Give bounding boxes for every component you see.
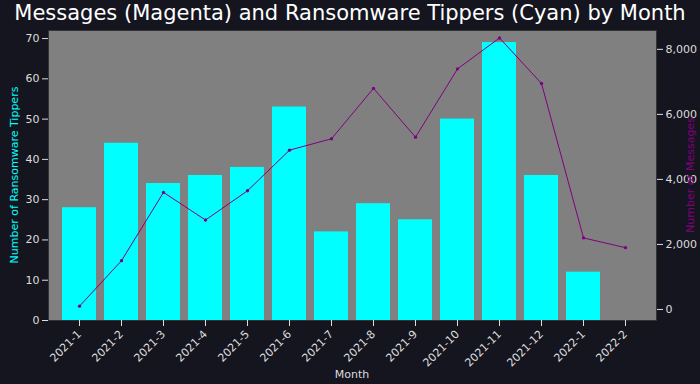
svg-text:8,000: 8,000 — [666, 43, 698, 56]
svg-text:0: 0 — [33, 314, 40, 327]
svg-text:60: 60 — [26, 72, 40, 85]
svg-text:0: 0 — [666, 303, 673, 316]
svg-text:30: 30 — [26, 193, 40, 206]
svg-text:50: 50 — [26, 113, 40, 126]
svg-text:2,000: 2,000 — [666, 238, 698, 251]
svg-text:10: 10 — [26, 274, 40, 287]
svg-text:2021-3: 2021-3 — [131, 328, 168, 365]
svg-text:2021-6: 2021-6 — [257, 328, 294, 365]
svg-text:2021-4: 2021-4 — [173, 328, 210, 365]
svg-text:2022-1: 2022-1 — [551, 328, 588, 365]
svg-text:2021-1: 2021-1 — [47, 328, 84, 365]
svg-text:20: 20 — [26, 233, 40, 246]
svg-text:2021-12: 2021-12 — [504, 328, 546, 370]
svg-text:2021-11: 2021-11 — [462, 328, 504, 370]
svg-text:2021-2: 2021-2 — [89, 328, 126, 365]
svg-text:2021-8: 2021-8 — [341, 328, 378, 365]
svg-text:40: 40 — [26, 153, 40, 166]
svg-text:2021-5: 2021-5 — [215, 328, 252, 365]
svg-text:2022-2: 2022-2 — [593, 328, 630, 365]
svg-text:2021-10: 2021-10 — [420, 328, 462, 370]
svg-text:70: 70 — [26, 32, 40, 45]
svg-text:2021-7: 2021-7 — [299, 328, 336, 365]
svg-text:2021-9: 2021-9 — [383, 328, 420, 365]
